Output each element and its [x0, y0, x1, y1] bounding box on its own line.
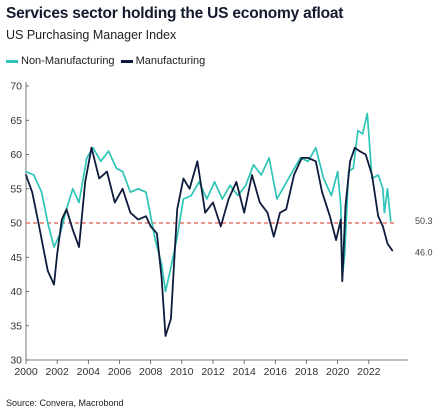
source-note: Source: Convera, Macrobond [6, 398, 124, 408]
x-tick-label: 2010 [170, 366, 194, 378]
chart-title: Services sector holding the US economy a… [6, 5, 344, 22]
series-line-non-manufacturing [25, 112, 392, 293]
x-tick-label: 2000 [14, 366, 38, 378]
x-tick-label: 2008 [139, 366, 163, 378]
x-tick-label: 2002 [45, 366, 69, 378]
y-tick-label: 60 [10, 149, 22, 161]
end-label-non-manufacturing: 50.3 [415, 216, 433, 226]
x-tick-label: 2014 [232, 366, 256, 378]
y-tick-label: 40 [10, 286, 22, 298]
y-tick-label: 55 [10, 183, 22, 195]
legend-swatch-non-manufacturing [6, 59, 18, 63]
x-tick-label: 2018 [295, 366, 319, 378]
chart-subtitle: US Purchasing Manager Index [6, 28, 177, 42]
x-tick-label: 2020 [326, 366, 350, 378]
x-tick-label: 2012 [201, 366, 225, 378]
legend-label-non-manufacturing: Non-Manufacturing [21, 55, 115, 67]
x-tick-label: 2006 [108, 366, 132, 378]
end-label-manufacturing: 46.0 [415, 247, 433, 257]
legend: Non-Manufacturing Manufacturing [6, 55, 211, 67]
y-tick-label: 35 [10, 320, 22, 332]
y-tick-label: 50 [10, 218, 22, 230]
legend-swatch-manufacturing [120, 59, 133, 63]
y-tick-label: 65 [10, 115, 22, 127]
x-tick-label: 2004 [77, 366, 101, 378]
series-line-manufacturing [25, 146, 394, 337]
x-tick-label: 2022 [357, 366, 381, 378]
y-tick-label: 70 [10, 81, 22, 93]
x-tick-label: 2016 [264, 366, 288, 378]
y-tick-label: 45 [10, 252, 22, 264]
legend-item-non-manufacturing: Non-Manufacturing [6, 55, 115, 67]
y-tick-label: 30 [10, 355, 22, 367]
legend-label-manufacturing: Manufacturing [135, 55, 206, 67]
legend-item-manufacturing: Manufacturing [120, 55, 206, 67]
